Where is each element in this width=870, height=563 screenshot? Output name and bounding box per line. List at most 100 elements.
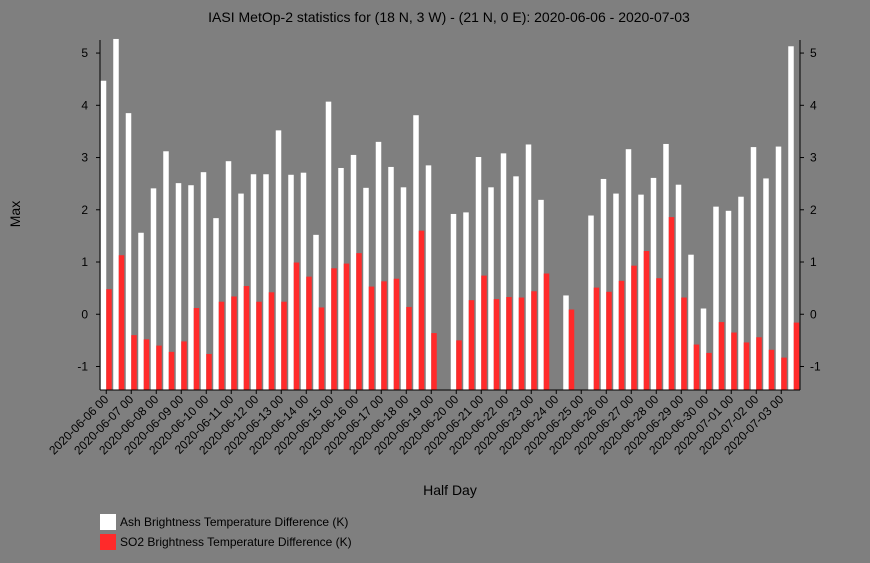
so2-bar bbox=[606, 291, 612, 390]
ash-bar bbox=[463, 212, 469, 390]
ash-bar bbox=[363, 187, 369, 390]
ash-bar bbox=[325, 101, 332, 390]
y-tick-label-left: 4 bbox=[81, 98, 88, 112]
so2-bar bbox=[481, 275, 487, 390]
ash-bar bbox=[513, 176, 519, 390]
x-axis-label: Half Day bbox=[423, 482, 477, 498]
ash-bar bbox=[488, 187, 494, 390]
so2-bar bbox=[731, 332, 737, 390]
legend-swatch-ash bbox=[100, 514, 116, 530]
so2-bar bbox=[468, 300, 475, 390]
so2-bar bbox=[418, 230, 425, 390]
ash-bar bbox=[275, 130, 282, 390]
so2-bar bbox=[356, 253, 362, 390]
so2-bar bbox=[756, 337, 762, 390]
so2-bar bbox=[368, 286, 375, 390]
ash-bar bbox=[188, 185, 194, 390]
ash-bar bbox=[713, 206, 719, 390]
y-tick-label-right: 5 bbox=[810, 46, 817, 60]
so2-bar bbox=[181, 341, 187, 390]
ash-bar bbox=[500, 153, 507, 390]
so2-bar bbox=[243, 286, 250, 390]
ash-bar bbox=[300, 172, 307, 390]
so2-bar bbox=[393, 278, 400, 390]
bars-group bbox=[100, 38, 800, 391]
so2-bar bbox=[293, 262, 300, 390]
ash-bar bbox=[588, 215, 594, 390]
so2-bar bbox=[543, 273, 550, 390]
ash-bar bbox=[150, 188, 157, 390]
so2-bar bbox=[656, 278, 662, 390]
so2-bar bbox=[706, 352, 712, 390]
ash-bar bbox=[338, 167, 344, 390]
so2-bar bbox=[768, 349, 775, 390]
so2-bar bbox=[343, 263, 350, 390]
ash-bar bbox=[613, 193, 619, 390]
so2-bar bbox=[131, 335, 137, 390]
so2-bar bbox=[668, 217, 675, 390]
so2-bar bbox=[306, 276, 312, 390]
ash-bar bbox=[663, 143, 669, 390]
ash-bar bbox=[100, 80, 107, 390]
so2-bar bbox=[193, 307, 200, 390]
so2-bar bbox=[718, 322, 725, 390]
ash-bar bbox=[788, 46, 794, 391]
y-tick-label-left: -1 bbox=[77, 359, 88, 373]
so2-bar bbox=[643, 251, 650, 390]
ash-bar bbox=[225, 161, 232, 390]
legend-swatch-so2 bbox=[100, 534, 116, 550]
ash-bar bbox=[113, 38, 119, 391]
y-tick-label-right: 3 bbox=[810, 151, 817, 165]
so2-bar bbox=[793, 322, 800, 390]
legend-label-so2: SO2 Brightness Temperature Difference (K… bbox=[120, 535, 352, 549]
legend-item-so2: SO2 Brightness Temperature Difference (K… bbox=[100, 532, 352, 552]
so2-bar bbox=[493, 299, 500, 390]
ash-bar bbox=[250, 174, 257, 390]
y-axis-label: Max bbox=[7, 201, 23, 227]
y-tick-label-right: -1 bbox=[810, 359, 821, 373]
so2-bar bbox=[743, 342, 750, 390]
y-tick-label-left: 0 bbox=[81, 307, 88, 321]
ash-bar bbox=[138, 232, 144, 390]
ash-bar bbox=[238, 193, 244, 390]
so2-bar bbox=[381, 281, 387, 390]
ash-bar bbox=[200, 172, 207, 390]
ash-bar bbox=[350, 154, 357, 390]
ash-bar bbox=[675, 184, 682, 390]
ash-bar bbox=[650, 177, 657, 390]
ash-bar bbox=[375, 141, 382, 390]
so2-bar bbox=[618, 280, 625, 390]
ash-bar bbox=[413, 115, 419, 390]
so2-bar bbox=[531, 291, 537, 390]
legend: Ash Brightness Temperature Difference (K… bbox=[100, 512, 352, 552]
so2-bar bbox=[118, 255, 125, 390]
ash-bar bbox=[450, 213, 457, 390]
ash-bar bbox=[213, 218, 219, 390]
so2-bar bbox=[218, 301, 225, 390]
so2-bar bbox=[681, 297, 687, 390]
ash-bar bbox=[738, 196, 744, 390]
so2-bar bbox=[781, 357, 787, 390]
so2-bar bbox=[268, 292, 275, 390]
ash-bar bbox=[725, 210, 732, 390]
so2-bar bbox=[281, 301, 287, 390]
y-tick-label-right: 4 bbox=[810, 98, 817, 112]
ash-bar bbox=[425, 165, 432, 390]
so2-bar bbox=[231, 296, 237, 390]
so2-bar bbox=[143, 339, 150, 390]
so2-bar bbox=[331, 268, 337, 390]
so2-bar bbox=[693, 344, 700, 390]
so2-bar bbox=[206, 353, 212, 390]
ash-bar bbox=[475, 157, 482, 390]
so2-bar bbox=[593, 287, 600, 390]
y-tick-label-right: 1 bbox=[810, 255, 817, 269]
ash-bar bbox=[638, 194, 644, 390]
ash-bar bbox=[400, 187, 407, 390]
so2-bar bbox=[568, 309, 575, 390]
so2-bar bbox=[156, 345, 162, 390]
ash-bar bbox=[525, 144, 532, 390]
so2-bar bbox=[631, 265, 637, 390]
y-tick-label-left: 1 bbox=[81, 255, 88, 269]
so2-bar bbox=[168, 351, 175, 390]
